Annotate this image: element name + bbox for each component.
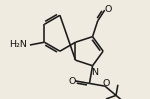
- Text: O: O: [69, 77, 76, 86]
- Text: N: N: [92, 68, 99, 77]
- Text: O: O: [104, 5, 111, 14]
- Text: H₂N: H₂N: [10, 40, 27, 49]
- Text: O: O: [102, 79, 110, 88]
